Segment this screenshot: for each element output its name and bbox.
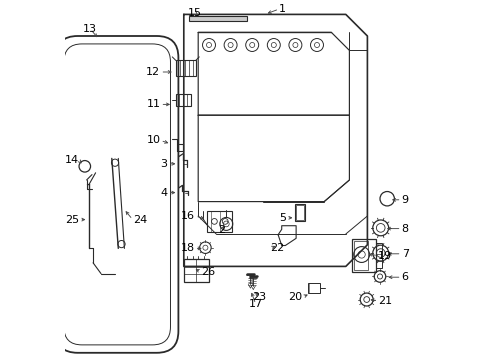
Text: 5: 5 (279, 213, 286, 223)
Text: 11: 11 (147, 99, 160, 109)
Bar (376, 243, 382, 268)
Text: 9: 9 (402, 195, 409, 205)
Text: 4: 4 (161, 188, 168, 198)
Bar (176, 60, 196, 76)
Text: 13: 13 (83, 24, 97, 34)
Bar (296, 205, 304, 220)
Bar (207, 211, 232, 232)
Bar (176, 94, 191, 106)
Text: 17: 17 (249, 299, 263, 309)
Text: 20: 20 (289, 292, 303, 302)
Bar (354, 241, 368, 270)
Text: 22: 22 (270, 243, 285, 253)
Text: 26: 26 (201, 267, 215, 277)
Text: 12: 12 (147, 67, 160, 77)
Text: 15: 15 (188, 8, 201, 18)
Bar (352, 239, 376, 272)
Text: 3: 3 (161, 159, 168, 169)
Text: 8: 8 (402, 224, 409, 234)
Text: 24: 24 (133, 215, 147, 225)
Text: 23: 23 (252, 292, 267, 302)
Text: 14: 14 (65, 155, 79, 165)
Text: 16: 16 (181, 211, 196, 221)
Bar (189, 16, 247, 21)
Text: 1: 1 (279, 4, 286, 14)
Text: 10: 10 (147, 135, 160, 145)
Text: 2: 2 (218, 225, 225, 235)
Text: 19: 19 (378, 251, 392, 261)
Bar (184, 259, 209, 282)
Text: 21: 21 (378, 296, 392, 306)
Bar (308, 283, 319, 293)
Bar (294, 204, 305, 221)
Text: 18: 18 (180, 243, 195, 253)
Text: 7: 7 (402, 249, 409, 259)
Text: 25: 25 (65, 215, 79, 225)
Text: 6: 6 (402, 272, 409, 282)
